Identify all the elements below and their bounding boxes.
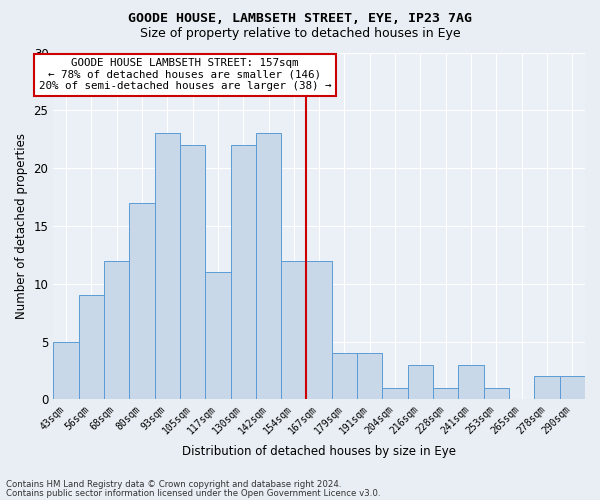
Bar (79, 296, 104, 400)
Bar (53, 342, 79, 400)
Text: GOODE HOUSE, LAMBSETH STREET, EYE, IP23 7AG: GOODE HOUSE, LAMBSETH STREET, EYE, IP23 … (128, 12, 472, 26)
Bar (307, 260, 332, 400)
Bar (281, 260, 307, 400)
Bar (230, 145, 256, 400)
Bar (408, 364, 433, 400)
Y-axis label: Number of detached properties: Number of detached properties (15, 133, 28, 319)
Bar (205, 272, 230, 400)
Bar (535, 376, 560, 400)
Bar (129, 203, 155, 400)
Bar (332, 353, 357, 400)
Text: Size of property relative to detached houses in Eye: Size of property relative to detached ho… (140, 28, 460, 40)
Bar (433, 388, 458, 400)
Text: Contains public sector information licensed under the Open Government Licence v3: Contains public sector information licen… (6, 490, 380, 498)
Text: Contains HM Land Registry data © Crown copyright and database right 2024.: Contains HM Land Registry data © Crown c… (6, 480, 341, 489)
Text: GOODE HOUSE LAMBSETH STREET: 157sqm
← 78% of detached houses are smaller (146)
2: GOODE HOUSE LAMBSETH STREET: 157sqm ← 78… (39, 58, 331, 92)
Bar (560, 376, 585, 400)
Bar (104, 260, 129, 400)
Bar (357, 353, 382, 400)
X-axis label: Distribution of detached houses by size in Eye: Distribution of detached houses by size … (182, 444, 456, 458)
Bar (180, 145, 205, 400)
Bar (256, 134, 281, 400)
Bar (484, 388, 509, 400)
Bar (458, 364, 484, 400)
Bar (155, 134, 180, 400)
Bar (382, 388, 408, 400)
